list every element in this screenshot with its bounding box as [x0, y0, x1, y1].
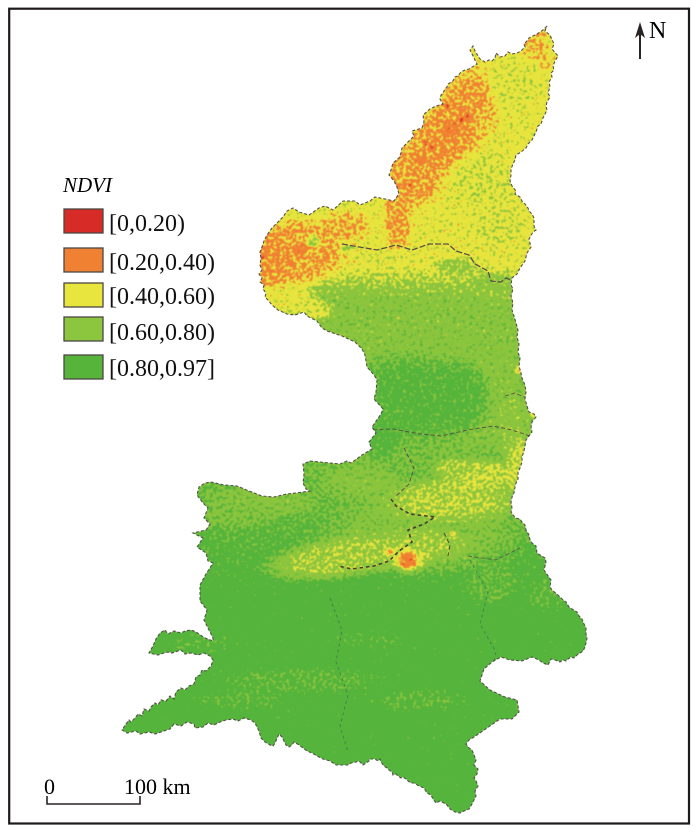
- svg-text:[0.60,0.80): [0.60,0.80): [109, 320, 215, 346]
- svg-text:0: 0: [44, 774, 55, 799]
- svg-text:[0.40,0.60): [0.40,0.60): [109, 284, 215, 310]
- svg-text:N: N: [649, 18, 666, 44]
- svg-text:[0,0.20): [0,0.20): [109, 211, 185, 237]
- svg-text:100 km: 100 km: [124, 774, 191, 799]
- svg-text:NDVI: NDVI: [62, 173, 113, 197]
- svg-text:[0.80,0.97]: [0.80,0.97]: [109, 356, 215, 382]
- svg-text:[0.20,0.40): [0.20,0.40): [109, 250, 215, 276]
